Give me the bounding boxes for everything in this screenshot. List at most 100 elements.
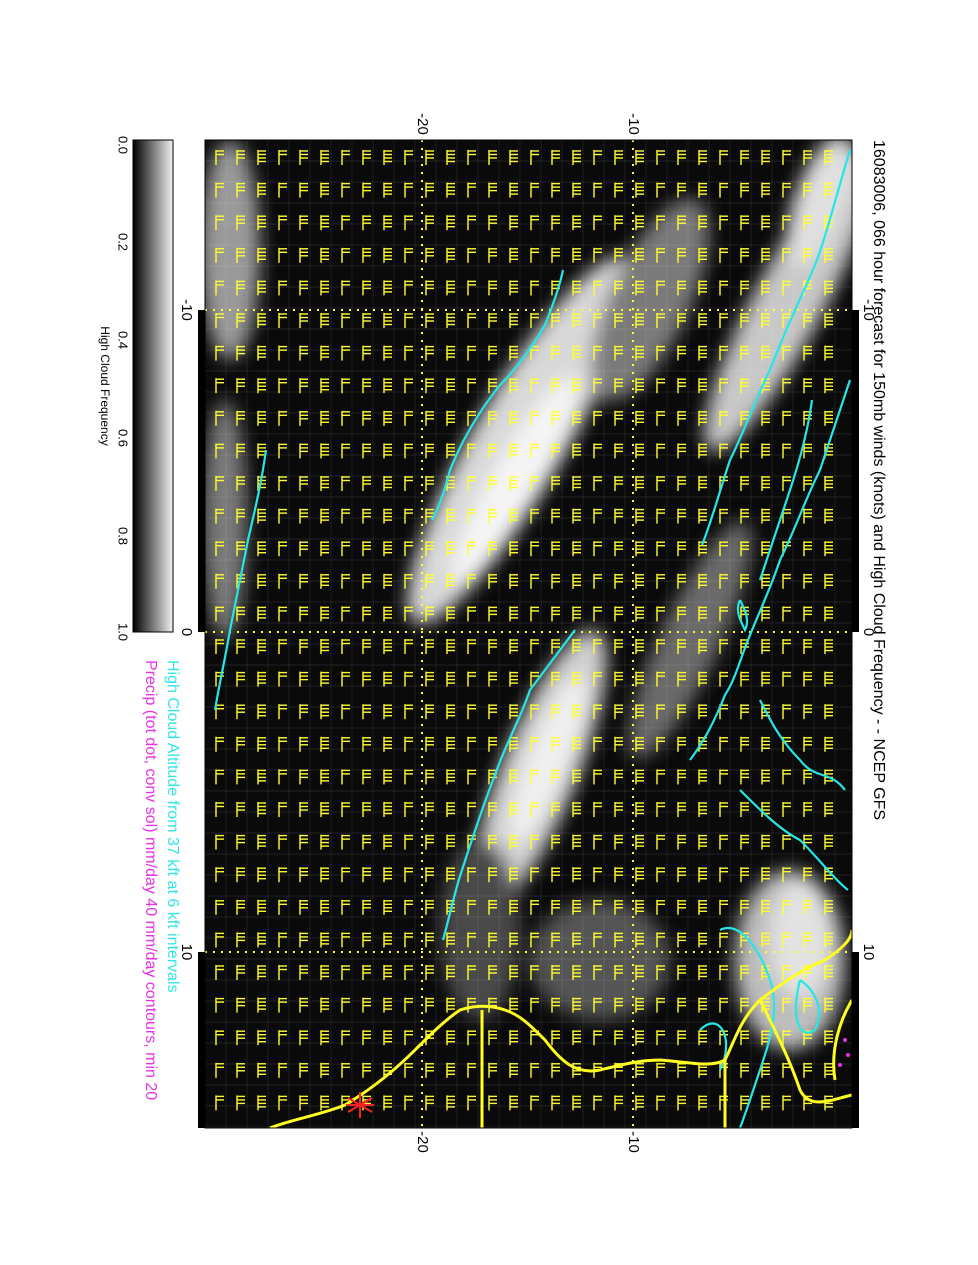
- wind-barb: [362, 410, 371, 426]
- wind-barb: [257, 671, 266, 687]
- wind-barb: [236, 606, 245, 622]
- wind-barb: [215, 736, 224, 752]
- wind-barb: [383, 247, 392, 263]
- wind-barb: [803, 997, 812, 1013]
- wind-barb: [656, 1062, 665, 1078]
- wind-barb: [530, 606, 539, 622]
- wind-barb: [257, 573, 266, 589]
- wind-barb: [824, 965, 833, 980]
- wind-barb: [698, 150, 707, 165]
- wind-barb: [656, 150, 665, 165]
- wind-barb: [320, 573, 329, 589]
- wind-barb: [530, 280, 539, 296]
- wind-barb: [383, 378, 392, 394]
- wind-barb: [446, 769, 455, 785]
- wind-barb: [467, 606, 476, 622]
- wind-barb: [635, 313, 644, 328]
- wind-barb: [299, 867, 308, 883]
- wind-barb: [404, 313, 413, 328]
- wind-barb: [446, 802, 455, 817]
- wind-barb: [719, 215, 728, 231]
- wind-barb: [299, 247, 308, 263]
- wind-barb: [614, 965, 623, 980]
- wind-barb: [446, 345, 455, 361]
- wind-barb: [488, 704, 497, 720]
- wind-barb: [635, 606, 644, 622]
- wind-barb: [362, 834, 371, 850]
- contour-legend: High Cloud Altitude from 37 kft at 6 kft…: [164, 660, 181, 993]
- wind-barb: [824, 671, 833, 687]
- wind-barb: [467, 150, 476, 165]
- wind-barb: [488, 215, 497, 231]
- wind-barb: [803, 182, 812, 198]
- wind-barb: [215, 1062, 224, 1078]
- wind-barb: [404, 345, 413, 361]
- wind-barb: [740, 1095, 749, 1111]
- wind-barb: [236, 769, 245, 785]
- wind-barb: [614, 606, 623, 622]
- wind-barb: [593, 997, 602, 1013]
- wind-barb: [782, 410, 791, 426]
- wind-barb: [446, 378, 455, 394]
- wind-barb: [698, 573, 707, 589]
- wind-barb: [509, 508, 518, 524]
- wind-barb: [614, 573, 623, 589]
- wind-barb: [278, 345, 287, 361]
- wind-barb: [404, 182, 413, 198]
- wind-barb: [782, 215, 791, 231]
- bottom-tick-label: -20: [414, 1131, 431, 1153]
- wind-barb: [341, 736, 350, 752]
- wind-barb: [551, 247, 560, 263]
- map-panel: [204, 139, 853, 1129]
- wind-barb: [635, 1062, 644, 1078]
- wind-barb: [719, 573, 728, 589]
- wind-barb: [803, 573, 812, 589]
- wind-barb: [215, 802, 224, 817]
- wind-barb: [551, 639, 560, 654]
- wind-barb: [572, 899, 581, 915]
- wind-barb: [530, 150, 539, 165]
- wind-barb: [488, 443, 497, 459]
- wind-barb: [341, 704, 350, 720]
- wind-barb: [236, 965, 245, 980]
- wind-barb: [677, 834, 686, 850]
- wind-barb: [782, 182, 791, 198]
- wind-barb: [362, 378, 371, 394]
- wind-barb: [320, 736, 329, 752]
- wind-barb: [803, 867, 812, 883]
- wind-barb: [698, 443, 707, 459]
- wind-barb: [425, 247, 434, 263]
- wind-barb: [488, 1030, 497, 1046]
- wind-barb: [383, 769, 392, 785]
- wind-barb: [257, 867, 266, 883]
- wind-barb: [488, 932, 497, 948]
- wind-barb: [488, 182, 497, 198]
- wind-barb: [320, 378, 329, 394]
- left-tick-label: 0: [178, 628, 195, 636]
- wind-barb: [719, 280, 728, 296]
- wind-barb: [236, 834, 245, 850]
- wind-barb: [404, 736, 413, 752]
- wind-barb: [404, 1062, 413, 1078]
- wind-barb: [257, 150, 266, 165]
- wind-barb: [299, 443, 308, 459]
- wind-barb: [530, 932, 539, 948]
- wind-barb: [656, 247, 665, 263]
- wind-barbs: [215, 150, 833, 1111]
- wind-barb: [383, 704, 392, 720]
- wind-barb: [341, 410, 350, 426]
- wind-barb: [803, 704, 812, 720]
- wind-barb: [593, 150, 602, 165]
- wind-barb: [215, 997, 224, 1013]
- wind-barb: [635, 997, 644, 1013]
- wind-barb: [362, 541, 371, 557]
- wind-barb: [446, 834, 455, 850]
- wind-barb: [383, 150, 392, 165]
- wind-barb: [551, 410, 560, 426]
- wind-barb: [551, 899, 560, 915]
- wind-barb: [299, 802, 308, 817]
- wind-barb: [740, 736, 749, 752]
- wind-barb: [320, 313, 329, 328]
- wind-barb: [614, 932, 623, 948]
- wind-barb: [257, 1062, 266, 1078]
